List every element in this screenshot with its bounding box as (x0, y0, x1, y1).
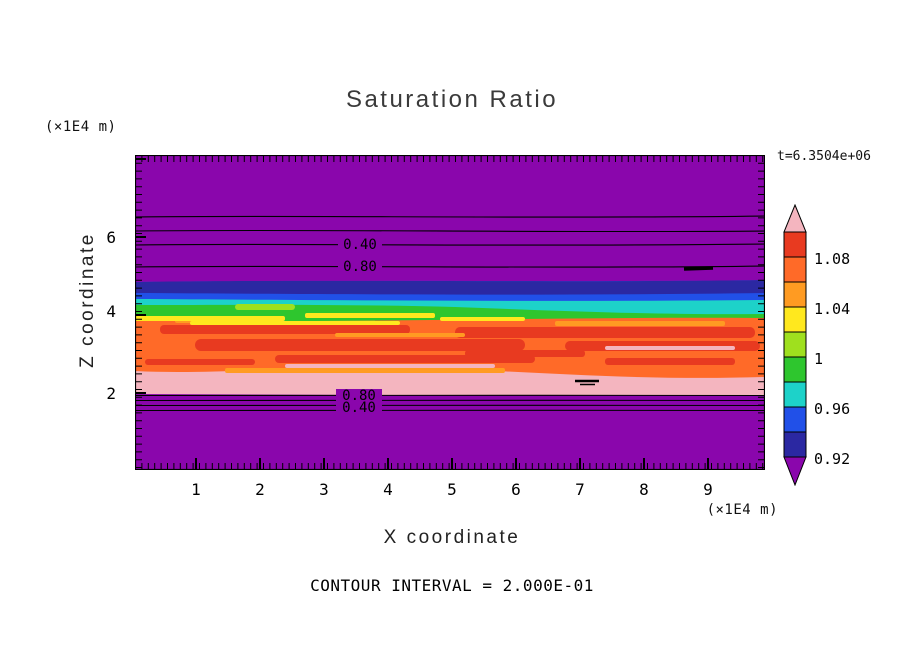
colorbar-tick-label: 1.04 (814, 300, 851, 318)
x-tick-label: 9 (703, 480, 713, 499)
colorbar-tick-label: 0.96 (814, 400, 851, 418)
colorbar-tick-label: 1.08 (814, 250, 851, 268)
x-tick-label: 8 (639, 480, 649, 499)
time-annotation: t=6.3504e+06 (777, 149, 871, 164)
pink-streaks (285, 346, 735, 368)
x-axis-units: (×1E4 m) (706, 502, 778, 518)
upper-contour-lines (134, 215, 766, 268)
yellow-streaks (135, 313, 525, 325)
colorbar-seg-navy (783, 431, 807, 458)
colorbar-seg-yellow (783, 306, 807, 333)
upper-label-bg-080 (338, 260, 382, 273)
chart-title: Saturation Ratio (345, 86, 559, 113)
band-navy (135, 280, 765, 295)
contour-label-upper-040: 0.40 (343, 237, 377, 253)
colorbar-seg-orange-red (783, 256, 807, 283)
colorbar-seg-orange (783, 281, 807, 308)
colorbar-tick-label: 0.92 (814, 450, 851, 468)
yellow-green-highlight (235, 304, 295, 310)
x-tick-label: 4 (383, 480, 393, 499)
x-tick-label: 3 (319, 480, 329, 499)
x-tick-label: 5 (447, 480, 457, 499)
colorbar-arrow-bottom (783, 456, 807, 487)
x-tick-label: 7 (575, 480, 585, 499)
purple-top-patch (135, 155, 765, 282)
colorbar (783, 203, 807, 487)
x-tick-label: 6 (511, 480, 521, 499)
upper-label-bg-040 (338, 238, 382, 251)
lower-label-bg-080 (336, 389, 382, 401)
bold-contour-dash-upper (683, 266, 714, 271)
plot-area: 0.40 0.80 0.80 0.40 (134, 154, 766, 471)
lower-contour-lines (134, 394, 766, 412)
contour-label-upper-080: 0.80 (343, 259, 377, 275)
colorbar-arrow-top (783, 203, 807, 233)
colorbar-tick-label: 1 (814, 350, 824, 368)
y-tick-label: 4 (106, 302, 116, 321)
y-tick-label: 2 (106, 384, 116, 403)
y-axis-units: (×1E4 m) (45, 119, 117, 135)
colorbar-svg (783, 203, 807, 487)
y-axis-title: Z coordinate (77, 232, 98, 368)
colorbar-seg-red (783, 231, 807, 258)
contour-label-lower-040: 0.40 (342, 400, 376, 416)
lower-label-bg-040 (336, 402, 382, 414)
plot-border (134, 154, 766, 471)
contour-plot: 0.40 0.80 0.80 0.40 (134, 154, 766, 471)
x-tick-label: 1 (191, 480, 201, 499)
contour-label-lower-080: 0.80 (342, 388, 376, 404)
colorbar-seg-green (783, 356, 807, 383)
colorbar-seg-yellow-green (783, 331, 807, 358)
colorbar-seg-blue (783, 406, 807, 433)
contour-interval-note: CONTOUR INTERVAL = 2.000E-01 (310, 576, 594, 595)
axis-ticks (135, 155, 765, 470)
x-tick-label: 2 (255, 480, 265, 499)
colorbar-seg-cyan (783, 381, 807, 408)
y-tick-label: 6 (106, 228, 116, 247)
x-axis-title: X coordinate (383, 527, 521, 548)
